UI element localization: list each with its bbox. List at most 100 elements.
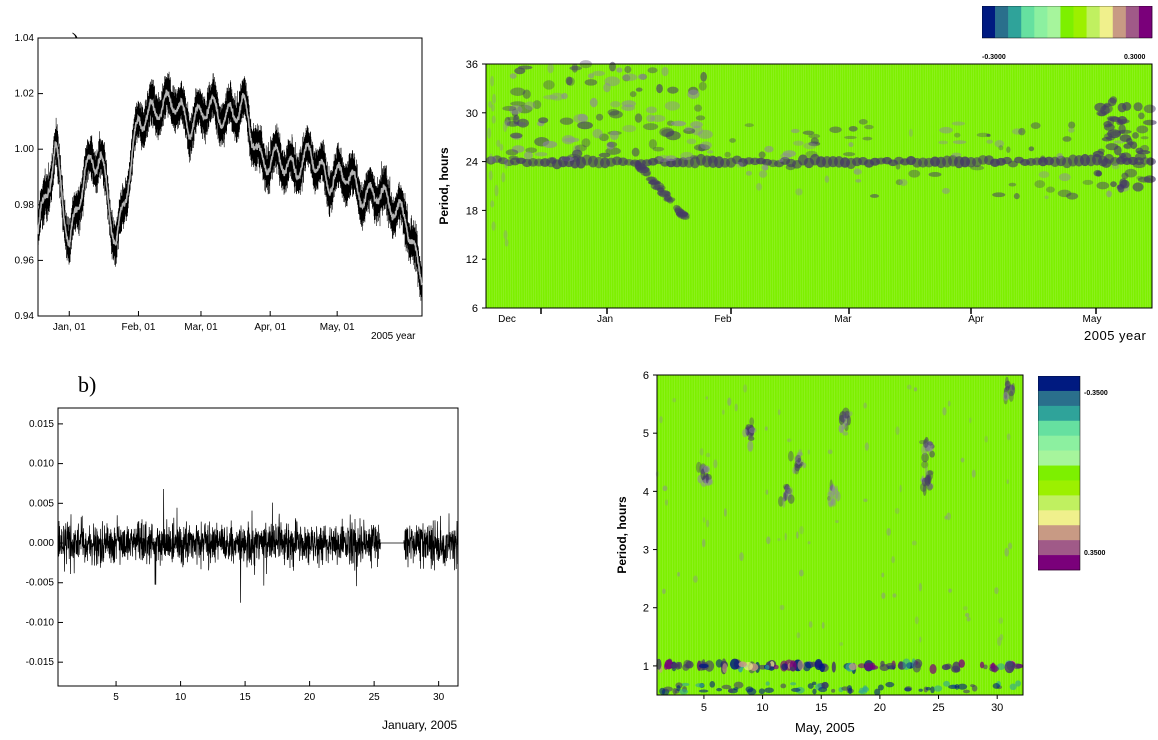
- y-tick-label: 5: [643, 428, 649, 440]
- power-region: [491, 115, 496, 124]
- power-region: [738, 661, 747, 668]
- power-region: [667, 197, 674, 204]
- y-tick-label: -0.010: [26, 617, 55, 628]
- plot-frame: [485, 63, 1153, 309]
- power-region: [824, 175, 830, 183]
- power-region: [1015, 680, 1021, 687]
- power-region: [659, 416, 663, 424]
- y-tick-label: 3: [643, 545, 649, 557]
- power-region: [513, 114, 520, 125]
- power-region: [609, 110, 623, 119]
- power-region: [663, 686, 673, 692]
- power-region: [1058, 173, 1071, 182]
- power-region: [657, 190, 670, 196]
- power-region: [713, 459, 718, 469]
- power-region: [821, 621, 825, 629]
- power-region: [621, 100, 636, 108]
- power-region: [664, 499, 669, 506]
- power-region: [1030, 122, 1041, 129]
- colorbar-b: [1038, 376, 1081, 571]
- y-tick-label: 0.94: [15, 311, 35, 322]
- power-region: [923, 442, 928, 452]
- x-tick-label: 20: [874, 702, 886, 714]
- colorbar-cell: [1021, 6, 1035, 38]
- power-region: [509, 73, 517, 79]
- power-region: [784, 485, 791, 494]
- power-region: [784, 489, 788, 501]
- power-region: [652, 146, 665, 152]
- x-tick-label: 20: [304, 692, 316, 703]
- power-region: [929, 450, 935, 458]
- power-region: [765, 681, 770, 686]
- power-region: [1143, 175, 1156, 183]
- power-region: [659, 687, 666, 695]
- power-region: [773, 664, 779, 670]
- power-region: [951, 665, 961, 673]
- x-tick-label: Feb: [714, 314, 732, 325]
- power-region: [534, 152, 548, 157]
- x-tick-label: Feb, 01: [122, 322, 156, 333]
- power-region: [686, 138, 697, 145]
- power-region: [1038, 171, 1050, 179]
- colorbar-cell: [1038, 376, 1080, 392]
- colorbar-cell: [1038, 480, 1080, 496]
- power-region: [592, 70, 606, 76]
- power-region: [797, 660, 805, 671]
- power-region: [595, 113, 604, 121]
- power-region: [877, 684, 884, 691]
- power-region: [571, 63, 578, 73]
- power-region: [1110, 181, 1117, 188]
- power-region: [784, 485, 789, 491]
- x-axis: Jan, 01 Feb, 01 Mar, 01 Apr, 01 May, 01: [53, 311, 355, 333]
- power-region: [733, 687, 739, 691]
- power-region: [722, 663, 728, 674]
- power-region: [798, 449, 803, 456]
- power-region: [885, 662, 896, 669]
- power-region: [799, 526, 804, 535]
- colorbar-cell: [1073, 6, 1087, 38]
- power-region: [692, 575, 698, 583]
- power-region: [784, 532, 787, 541]
- power-region: [921, 444, 928, 455]
- power-region: [701, 538, 706, 548]
- power-region: [1006, 479, 1009, 485]
- y-tick-label: 6: [472, 303, 478, 315]
- power-region: [930, 686, 935, 694]
- power-region: [742, 428, 748, 438]
- colorbar-cell: [1038, 405, 1080, 422]
- power-region: [1143, 119, 1157, 126]
- power-region: [504, 238, 509, 247]
- power-region: [793, 140, 804, 146]
- power-region: [986, 133, 991, 137]
- power-region: [543, 95, 558, 100]
- x-tick-label: 15: [240, 692, 252, 703]
- power-region: [886, 527, 892, 536]
- power-region: [599, 133, 609, 142]
- power-region: [966, 616, 971, 622]
- power-region: [858, 119, 868, 125]
- colorbar-cell: [1060, 6, 1074, 38]
- power-region: [491, 93, 496, 104]
- power-region: [676, 685, 681, 692]
- power-region: [549, 157, 557, 164]
- power-region: [699, 448, 704, 456]
- power-region: [675, 210, 689, 218]
- power-region: [918, 582, 922, 592]
- power-region: [842, 431, 849, 436]
- power-region: [724, 151, 731, 158]
- y-tick-label: 0.010: [29, 459, 54, 470]
- power-region: [979, 661, 985, 669]
- power-region: [746, 429, 754, 438]
- power-region: [1046, 186, 1055, 193]
- power-region: [1101, 136, 1113, 142]
- power-region: [1130, 141, 1138, 150]
- power-region: [941, 664, 951, 671]
- power-region: [494, 184, 499, 197]
- power-region: [763, 165, 769, 171]
- chart-b-spectrum: 1 2 3 4 5 6 5 10 15 20 25 30 Period, hours: [615, 370, 1024, 714]
- power-region: [1009, 683, 1017, 691]
- power-region: [791, 687, 801, 692]
- y-tick-label: 4: [643, 486, 649, 498]
- power-region: [929, 444, 935, 449]
- power-region: [598, 152, 611, 158]
